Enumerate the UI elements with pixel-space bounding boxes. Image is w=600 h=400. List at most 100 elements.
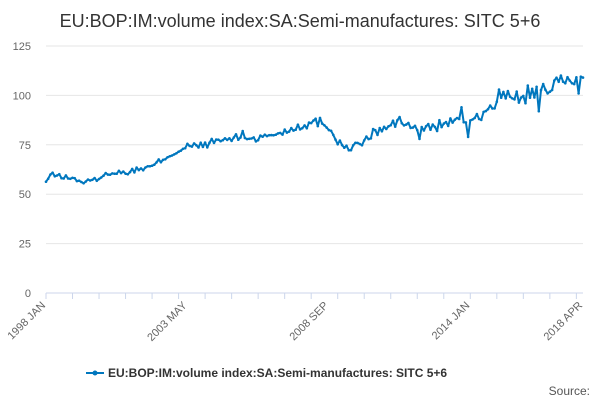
data-point[interactable] (535, 85, 538, 89)
data-point[interactable] (148, 165, 152, 168)
data-point[interactable] (106, 173, 110, 176)
data-point[interactable] (58, 172, 61, 176)
data-point[interactable] (460, 106, 463, 109)
data-point[interactable] (111, 172, 114, 175)
data-point[interactable] (150, 164, 154, 167)
data-point[interactable] (553, 79, 556, 82)
data-point[interactable] (314, 117, 317, 120)
data-point[interactable] (210, 137, 213, 141)
data-point[interactable] (486, 107, 490, 111)
data-point[interactable] (153, 163, 156, 166)
data-point[interactable] (186, 142, 189, 146)
data-point[interactable] (188, 144, 191, 148)
data-point[interactable] (124, 172, 127, 175)
data-point[interactable] (130, 167, 134, 171)
data-point[interactable] (298, 128, 302, 131)
data-point[interactable] (380, 130, 384, 133)
data-point[interactable] (340, 143, 344, 147)
data-point[interactable] (338, 139, 342, 142)
data-point[interactable] (318, 116, 322, 120)
data-point[interactable] (159, 160, 163, 164)
data-point[interactable] (577, 92, 580, 95)
data-point[interactable] (53, 175, 57, 178)
data-point[interactable] (398, 115, 401, 119)
data-point[interactable] (513, 98, 516, 101)
data-point[interactable] (354, 141, 357, 145)
data-point[interactable] (511, 97, 514, 100)
data-point[interactable] (119, 171, 123, 175)
data-point[interactable] (427, 122, 430, 126)
data-point[interactable] (396, 118, 399, 122)
data-point[interactable] (296, 123, 300, 126)
data-point[interactable] (139, 167, 143, 170)
data-point[interactable] (559, 74, 563, 77)
data-point[interactable] (435, 129, 439, 133)
data-point[interactable] (444, 120, 448, 124)
data-point[interactable] (493, 107, 496, 110)
data-point[interactable] (433, 125, 437, 129)
data-point[interactable] (183, 146, 187, 150)
data-point[interactable] (391, 119, 395, 122)
data-point[interactable] (62, 177, 65, 180)
data-point[interactable] (126, 173, 130, 176)
data-point[interactable] (49, 173, 52, 176)
data-point[interactable] (374, 128, 377, 132)
data-point[interactable] (480, 118, 483, 122)
data-point[interactable] (97, 177, 101, 181)
data-point[interactable] (117, 169, 121, 173)
data-point[interactable] (190, 145, 194, 148)
data-point[interactable] (170, 154, 174, 157)
data-point[interactable] (64, 174, 68, 177)
data-point[interactable] (217, 138, 220, 141)
data-point[interactable] (422, 129, 426, 132)
data-point[interactable] (175, 152, 178, 155)
data-point[interactable] (362, 139, 366, 142)
data-point[interactable] (438, 118, 441, 122)
data-point[interactable] (424, 124, 428, 128)
data-point[interactable] (385, 127, 388, 131)
data-point[interactable] (449, 117, 452, 120)
data-point[interactable] (442, 122, 446, 125)
data-point[interactable] (499, 96, 503, 99)
data-point[interactable] (272, 134, 275, 137)
data-point[interactable] (287, 130, 291, 133)
data-point[interactable] (261, 135, 264, 138)
data-point[interactable] (86, 178, 90, 181)
data-point[interactable] (278, 131, 282, 135)
data-point[interactable] (166, 156, 169, 159)
data-point[interactable] (312, 119, 315, 122)
data-point[interactable] (484, 109, 488, 113)
data-point[interactable] (515, 90, 518, 93)
data-point[interactable] (239, 136, 242, 139)
data-point[interactable] (294, 128, 298, 131)
data-point[interactable] (327, 128, 331, 132)
data-point[interactable] (464, 121, 468, 124)
data-point[interactable] (528, 96, 532, 99)
data-point[interactable] (181, 147, 185, 151)
data-point[interactable] (475, 112, 479, 116)
data-point[interactable] (93, 176, 96, 180)
data-point[interactable] (146, 165, 149, 168)
data-point[interactable] (104, 171, 107, 175)
data-point[interactable] (544, 88, 547, 91)
data-point[interactable] (276, 132, 280, 135)
data-point[interactable] (502, 90, 505, 94)
data-point[interactable] (164, 158, 167, 161)
data-point[interactable] (329, 129, 333, 133)
data-point[interactable] (387, 125, 390, 128)
data-point[interactable] (77, 179, 81, 182)
data-point[interactable] (356, 141, 359, 145)
data-point[interactable] (84, 180, 88, 183)
data-point[interactable] (358, 142, 362, 146)
data-point[interactable] (530, 87, 534, 91)
data-point[interactable] (429, 128, 432, 131)
legend-label[interactable]: EU:BOP:IM:volume index:SA:Semi-manufactu… (108, 366, 447, 380)
data-point[interactable] (462, 120, 466, 124)
data-point[interactable] (237, 138, 240, 141)
data-point[interactable] (208, 141, 211, 144)
data-point[interactable] (203, 141, 207, 144)
data-point[interactable] (548, 90, 552, 93)
data-point[interactable] (241, 129, 244, 133)
data-point[interactable] (228, 137, 231, 140)
data-point[interactable] (219, 139, 222, 143)
